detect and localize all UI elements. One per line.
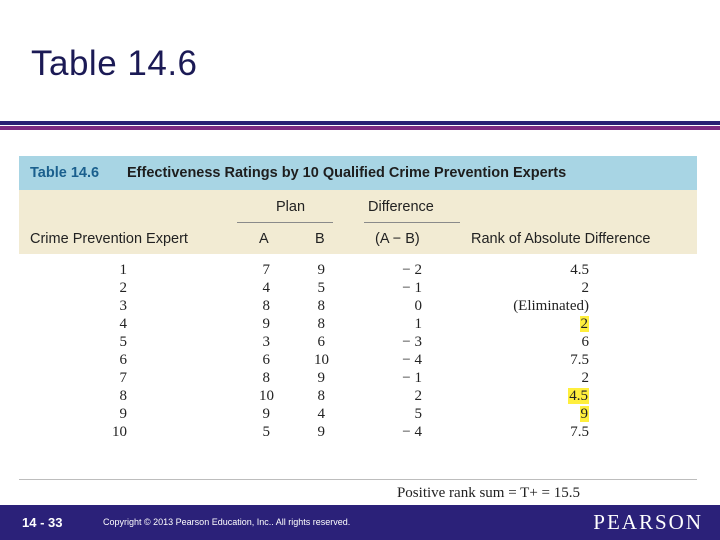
cell-diff: − 3 bbox=[402, 334, 422, 350]
cell-b: 8 bbox=[317, 298, 326, 314]
table-body: 1 7 9− 2 4.5 2 4 5− 1 2 3 8 8 0 (Eliminated) 4 9 8 1 2 5 3 6… bbox=[19, 254, 697, 480]
slide-title: Table 14.6 bbox=[31, 44, 198, 83]
table-row: 1 7 9 − 2 4.5 bbox=[19, 261, 697, 279]
cell-b: 8 bbox=[317, 388, 326, 404]
table-row: 6 6 10 − 4 7.5 bbox=[19, 351, 697, 369]
rank-highlight: 2 bbox=[579, 316, 589, 332]
cell-a: 10 bbox=[259, 388, 274, 404]
cell-diff: − 4 bbox=[402, 352, 422, 368]
cell-diff: − 2 bbox=[402, 262, 422, 278]
header-difference: Difference bbox=[368, 199, 434, 215]
header-a-minus-b: (A − B) bbox=[375, 231, 420, 247]
cell-a: 8 bbox=[262, 298, 271, 314]
cell-expert: 9 bbox=[119, 406, 128, 422]
cell-a: 9 bbox=[262, 406, 271, 422]
cell-b: 6 bbox=[317, 334, 326, 350]
cell-rank: 2 bbox=[581, 280, 590, 296]
cell-expert: 4 bbox=[119, 316, 128, 332]
copyright-notice: Copyright © 2013 Pearson Education, Inc.… bbox=[103, 517, 351, 527]
cell-diff: − 1 bbox=[402, 280, 422, 296]
cell-rank: 9 bbox=[579, 405, 589, 423]
table-title-bar: Table 14.6 Effectiveness Ratings by 10 Q… bbox=[19, 156, 697, 190]
cell-b: 8 bbox=[317, 316, 326, 332]
footer-bar: 14 - 33 Copyright © 2013 Pearson Educati… bbox=[0, 505, 720, 540]
cell-expert: 3 bbox=[119, 298, 128, 314]
cell-a: 5 bbox=[262, 424, 271, 440]
cell-rank: 7.5 bbox=[570, 352, 589, 368]
table-row: 2 4 5 − 1 2 bbox=[19, 279, 697, 297]
title-rule-purple bbox=[0, 126, 720, 130]
cell-diff: 5 bbox=[414, 406, 423, 422]
cell-b: 10 bbox=[314, 352, 329, 368]
difference-underline bbox=[364, 222, 460, 223]
cell-diff: − 1 bbox=[402, 370, 422, 386]
cell-diff: 2 bbox=[414, 388, 423, 404]
cell-expert: 2 bbox=[119, 280, 128, 296]
cell-a: 6 bbox=[262, 352, 271, 368]
cell-rank: 4.5 bbox=[568, 387, 589, 405]
cell-expert: 10 bbox=[112, 424, 127, 440]
cell-b: 9 bbox=[317, 262, 326, 278]
table-row: 8 10 8 2 4.5 bbox=[19, 387, 697, 405]
table-row: 7 8 9 − 1 2 bbox=[19, 369, 697, 387]
pearson-logo: PEARSON bbox=[593, 510, 703, 534]
table-number: Table 14.6 bbox=[30, 165, 100, 181]
header-a: A bbox=[259, 231, 269, 247]
cell-expert: 1 bbox=[119, 262, 128, 278]
cell-b: 9 bbox=[317, 370, 326, 386]
cell-diff: 0 bbox=[414, 298, 423, 314]
cell-a: 3 bbox=[262, 334, 271, 350]
header-b: B bbox=[315, 231, 325, 247]
cell-expert: 8 bbox=[119, 388, 128, 404]
cell-expert: 6 bbox=[119, 352, 128, 368]
cell-rank: 2 bbox=[581, 370, 590, 386]
cell-diff: 1 bbox=[414, 316, 423, 332]
rank-highlight: 4.5 bbox=[568, 388, 589, 404]
cell-a: 8 bbox=[262, 370, 271, 386]
header-expert: Crime Prevention Expert bbox=[30, 231, 188, 247]
cell-expert: 5 bbox=[119, 334, 128, 350]
table-caption: Effectiveness Ratings by 10 Qualified Cr… bbox=[127, 165, 567, 181]
cell-b: 9 bbox=[317, 424, 326, 440]
cell-b: 4 bbox=[317, 406, 326, 422]
rank-highlight: 9 bbox=[579, 406, 589, 422]
cell-a: 9 bbox=[262, 316, 271, 332]
cell-rank: 6 bbox=[581, 334, 590, 350]
header-plan: Plan bbox=[276, 199, 306, 215]
cell-rank: 4.5 bbox=[570, 262, 589, 278]
positive-rank-sum: Positive rank sum = T+ = 15.5 bbox=[396, 485, 580, 501]
cell-rank: 2 bbox=[579, 315, 589, 333]
table-row: 5 3 6 − 3 6 bbox=[19, 333, 697, 351]
cell-rank: 7.5 bbox=[570, 424, 589, 440]
cell-rank: (Eliminated) bbox=[513, 298, 589, 314]
table-row: 9 9 4 5 9 bbox=[19, 405, 697, 423]
header-rank: Rank of Absolute Difference bbox=[471, 231, 651, 247]
table-row: 10 5 9 − 4 7.5 bbox=[19, 423, 697, 441]
cell-expert: 7 bbox=[119, 370, 128, 386]
cell-b: 5 bbox=[317, 280, 326, 296]
cell-a: 4 bbox=[262, 280, 271, 296]
column-header: Plan Difference Crime Prevention Expert … bbox=[19, 190, 697, 254]
page-number: 14 - 33 bbox=[22, 515, 63, 530]
table-row: 3 8 8 0 (Eliminated) bbox=[19, 297, 697, 315]
title-rule-dark bbox=[0, 121, 720, 125]
data-table: Table 14.6 Effectiveness Ratings by 10 Q… bbox=[19, 156, 697, 509]
cell-a: 7 bbox=[262, 262, 271, 278]
cell-diff: − 4 bbox=[402, 424, 422, 440]
table-row: 4 9 8 1 2 bbox=[19, 315, 697, 333]
plan-underline bbox=[237, 222, 333, 223]
